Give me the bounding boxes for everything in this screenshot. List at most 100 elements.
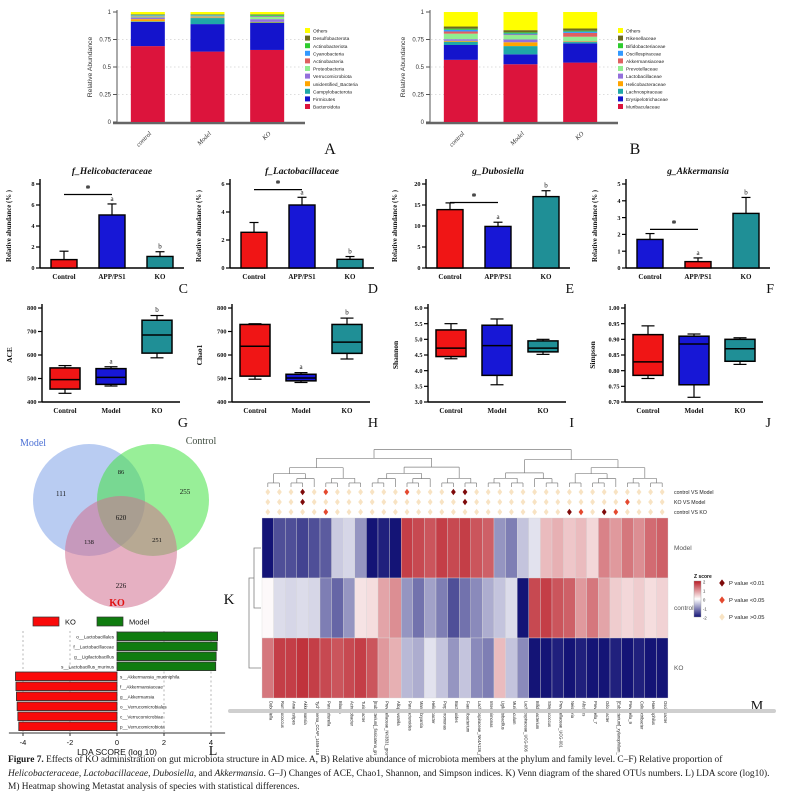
stack-segment — [443, 31, 478, 34]
heatmap-cell — [633, 517, 645, 579]
sig-marker — [300, 498, 305, 506]
y-tick-label: 4 — [31, 223, 35, 230]
bar — [336, 258, 364, 269]
stack-segment — [563, 42, 598, 44]
heatmap-column-label: Intestinimonas — [489, 701, 494, 727]
sig-marker — [648, 488, 653, 496]
bottom-divider-line — [228, 709, 776, 713]
sig-marker — [427, 488, 433, 496]
stack-segment — [563, 62, 598, 122]
heatmap-cell — [331, 577, 344, 639]
sig-marker — [346, 498, 352, 506]
y-axis-title: Chao1 — [195, 344, 204, 365]
sig-marker — [601, 498, 607, 506]
x-category-label: Control — [636, 407, 659, 415]
heatmap-cell — [482, 637, 495, 699]
sig-marker — [520, 488, 526, 496]
set-label-model: Model — [20, 438, 46, 449]
heatmap-cell — [377, 577, 390, 639]
heatmap-column-label: Lachnospiraceae_UCG-006 — [524, 701, 529, 752]
sig-marker — [381, 498, 387, 506]
bar-chart-svg: f_Lactobacillaceae 0 2 4 6 Relative abundance… — [196, 167, 378, 296]
bar-chart-svg: g_Akkermansia 0 1 2 3 4 5 Relative abundance (%… — [592, 167, 774, 296]
lda-bar-label: s__Lactobacillus_murinus — [61, 664, 115, 669]
stack-segment — [443, 26, 478, 29]
heatmap-cell — [401, 637, 413, 699]
y-axis-title: Relative Abundance — [87, 37, 94, 98]
sig-marker — [636, 508, 642, 516]
legend-swatch — [305, 43, 310, 49]
heatmap-cell — [331, 517, 344, 579]
heatmap-row-label: control — [674, 605, 694, 612]
y-tick-label: 1 — [421, 10, 425, 16]
panel-letter: L — [209, 744, 218, 757]
group-letter: a — [109, 357, 113, 365]
x-category-label: KO — [574, 130, 586, 142]
sig-marker — [497, 498, 503, 506]
sig-marker — [543, 508, 549, 516]
legend-label: Firmicutes — [313, 97, 336, 103]
y-tick-label: 5 — [417, 244, 420, 251]
y-tick-label: 0.5 — [416, 65, 425, 71]
y-tick-label: 15 — [414, 202, 420, 209]
sig-marker — [636, 498, 642, 506]
y-tick-label: 5.5 — [415, 321, 423, 328]
panel-letter: C — [179, 282, 188, 296]
chart-title: g_Dubosiella — [471, 167, 524, 177]
group-letter: a — [496, 213, 500, 221]
heatmap-cell — [540, 577, 553, 639]
stack-segment — [190, 17, 225, 19]
sig-marker — [555, 488, 561, 496]
heatmap-cell — [435, 517, 448, 579]
legend-swatch — [305, 73, 310, 79]
legend-swatch — [305, 88, 310, 94]
sig-marker — [485, 488, 491, 496]
heatmap-cell — [528, 517, 541, 579]
heatmap-row-label: KO — [674, 665, 683, 672]
stack-segment — [563, 43, 598, 63]
chart-title: g_Akkermansia — [666, 167, 729, 177]
y-tick-label: 1 — [108, 10, 112, 16]
panel-letter: K — [224, 592, 235, 608]
heatmap-cell — [609, 517, 622, 579]
x-axis-title: LDA SCORE (log 10) — [77, 747, 157, 757]
y-tick-label: 700 — [27, 329, 36, 336]
group-letter: a — [300, 188, 304, 196]
heatmap-cell — [296, 577, 309, 639]
heatmap-cell — [435, 577, 448, 639]
x-tick-label: -4 — [20, 738, 27, 747]
stack-segment — [443, 28, 478, 30]
group-letter: b — [158, 243, 162, 251]
heatmap-cell — [377, 637, 390, 699]
legend-label: Lachnospiraceae — [626, 89, 663, 95]
sig-marker — [335, 508, 340, 516]
x-category-label: control — [448, 130, 466, 148]
lda-chart-svg: KO Model o__Lactobacillales f__Lactobacilla… — [8, 616, 226, 757]
heatmap-cell — [656, 517, 669, 579]
stack-segment — [503, 54, 538, 65]
heatmap-cell — [377, 517, 390, 579]
heatmap-column-label: Alloprevotella — [396, 701, 401, 726]
z-tick-label: 2 — [703, 580, 706, 585]
legend-swatch — [618, 104, 623, 109]
lda-bar — [15, 681, 118, 692]
heatmap-cell — [308, 637, 321, 699]
stack-segment — [130, 15, 165, 17]
bar — [50, 258, 78, 269]
y-tick-label: 4.0 — [415, 368, 423, 375]
sig-marker — [520, 508, 526, 516]
y-tick-label: 5.0 — [415, 337, 423, 344]
lda-bar-label: c__Verrucomicrobiae — [120, 714, 164, 719]
lda-bar — [15, 671, 118, 682]
panel-letter: H — [368, 416, 378, 430]
sig-marker — [277, 498, 282, 506]
x-category-label: KO — [345, 273, 356, 281]
heatmap-cell — [389, 637, 402, 699]
legend-label: Bifidobacteriaceae — [626, 44, 666, 50]
stack-segment — [563, 28, 598, 31]
legend-label: Campylobacterota — [313, 89, 352, 95]
y-axis-title: Relative abundance (% ) — [196, 190, 203, 262]
legend-label-model: Model — [129, 618, 150, 627]
heatmap-column-label: Marvinbryantia — [419, 701, 424, 729]
x-category-label: KO — [261, 130, 273, 142]
